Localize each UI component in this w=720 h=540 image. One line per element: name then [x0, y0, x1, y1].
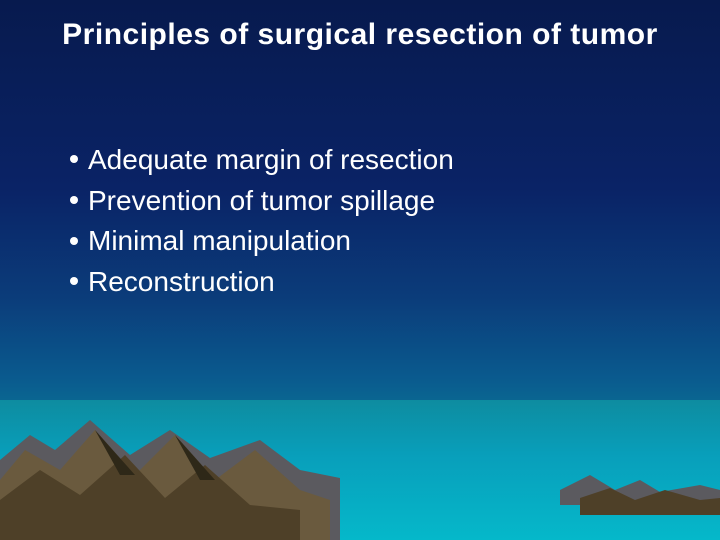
list-item: Adequate margin of resection — [70, 140, 454, 181]
list-item: Reconstruction — [70, 262, 454, 303]
sea-background — [0, 400, 720, 540]
slide-title: Principles of surgical resection of tumo… — [0, 18, 720, 52]
bullet-list: Adequate margin of resection Prevention … — [30, 140, 454, 302]
list-item: Prevention of tumor spillage — [70, 181, 454, 222]
slide: Principles of surgical resection of tumo… — [0, 0, 720, 540]
list-item: Minimal manipulation — [70, 221, 454, 262]
